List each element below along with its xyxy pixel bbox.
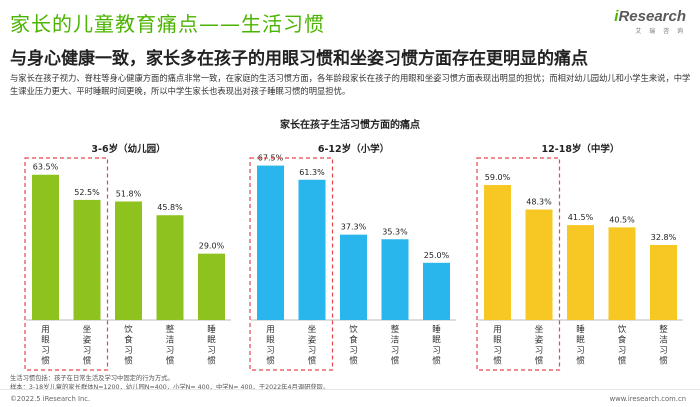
iresearch-logo: iResearch 艾 瑞 咨 询 [614,8,686,35]
group-label: 6-12岁（小学） [318,143,389,155]
bar-value-label: 59.0% [485,173,511,182]
bar [650,244,677,320]
bar [257,165,284,320]
group-label: 12-18岁（中学） [542,143,620,155]
category-label: 睡眠习惯 [576,325,585,367]
page-subtitle: 与身心健康一致，家长多在孩子的用眼习惯和坐姿习惯方面存在更明显的痛点 [10,49,588,69]
bar [73,199,101,320]
bar-value-label: 61.3% [299,168,325,177]
bar-value-label: 63.5% [33,163,59,172]
bar [525,209,553,320]
category-label: 整洁习惯 [166,324,175,367]
category-label: 整洁习惯 [391,324,400,367]
logo-i: i [614,8,619,25]
bar [115,201,142,320]
category-label: 用眼习惯 [266,325,275,367]
bar-value-label: 25.0% [424,251,450,260]
highlight-box [249,157,334,371]
logo-text: Research [618,8,686,25]
bar [198,253,225,320]
category-label: 饮食习惯 [349,324,358,367]
bar-value-label: 41.5% [568,213,594,222]
footer-divider [0,389,700,390]
bar-value-label: 67.5% [258,154,284,163]
bar-value-label: 48.3% [526,198,552,207]
bar [608,227,636,320]
category-label: 坐姿习惯 [535,325,544,367]
bar [381,239,409,320]
bar [340,234,367,320]
chart-title: 家长在孩子生活习惯方面的痛点 [280,120,420,131]
logo-subtext: 艾 瑞 咨 询 [635,28,686,35]
category-label: 整洁习惯 [659,324,668,367]
footer-note-sample: 样本：3-18岁儿童的家长群体N=1200，幼儿园N=400，小学N= 400，… [10,384,330,391]
highlight-box [476,157,561,371]
bar [423,262,450,320]
page-description: 与家长在孩子视力、脊柱等身心健康方面的痛点非常一致，在家庭的生活习惯方面，各年龄… [10,73,691,96]
category-label: 坐姿习惯 [83,325,92,367]
page-title: 家长的儿童教育痛点——生活习惯 [10,12,325,36]
group-label: 3-6岁（幼儿园） [91,143,165,155]
bar-value-label: 45.8% [157,203,183,212]
bar [156,215,184,320]
bar-value-label: 32.8% [651,233,677,242]
bar [484,185,511,320]
category-label: 饮食习惯 [124,324,133,367]
bar [32,174,59,320]
highlight-box [24,157,109,371]
bar-value-label: 51.8% [116,190,142,199]
bar [567,225,594,320]
bar-value-label: 37.3% [341,223,367,232]
category-label: 睡眠习惯 [432,325,441,367]
category-label: 坐姿习惯 [308,325,317,367]
bar-value-label: 29.0% [199,242,225,251]
category-label: 用眼习惯 [493,325,502,367]
category-label: 用眼习惯 [41,325,50,367]
bar [298,179,326,320]
category-label: 饮食习惯 [618,324,627,367]
footer-note-definition: 生活习惯包括：孩子在日常生活及学习中固定的行为方式。 [10,375,174,382]
footer-copyright: ©2022.5 iResearch Inc. [10,395,91,403]
bar-value-label: 40.5% [609,215,635,224]
category-label: 睡眠习惯 [207,325,216,367]
footer-website: www.iresearch.com.cn [609,395,686,403]
bar-value-label: 35.3% [382,227,408,236]
bar-value-label: 52.5% [74,188,100,197]
